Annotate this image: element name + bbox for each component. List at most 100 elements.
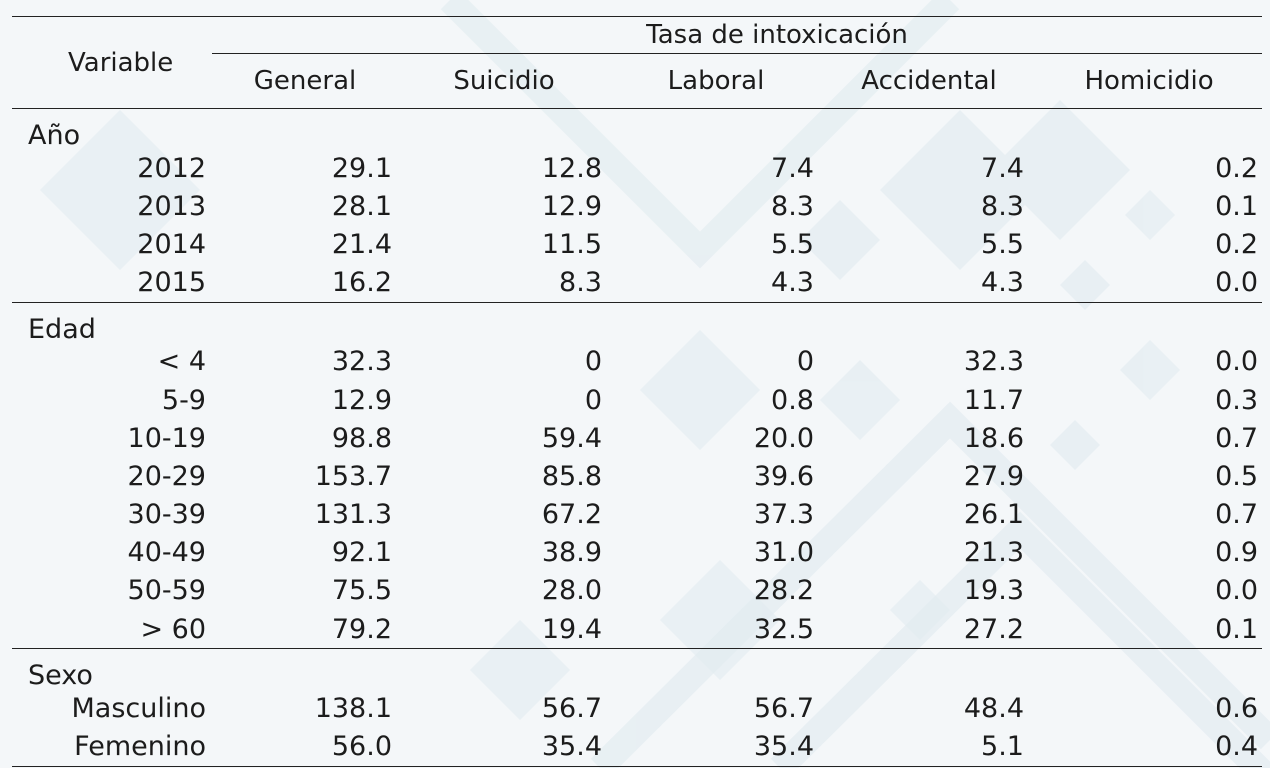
- cell-homicidio: 0.2: [1215, 228, 1259, 260]
- cell-general: 32.3: [331, 346, 392, 378]
- row-label: 2014: [137, 228, 206, 260]
- cell-homicidio: 0.0: [1215, 575, 1259, 607]
- cell-laboral: 31.0: [753, 537, 814, 569]
- row-label: 2012: [137, 152, 206, 184]
- cell-homicidio: 0.3: [1215, 384, 1259, 416]
- cell-general: 75.5: [331, 575, 392, 607]
- row-label: 10-19: [127, 422, 206, 454]
- cell-homicidio: 0.5: [1215, 460, 1259, 492]
- cell-general: 138.1: [314, 692, 392, 724]
- table-row: 40-49 92.1 38.9 31.0 21.3 0.9: [12, 534, 1262, 572]
- cell-general: 79.2: [212, 610, 398, 650]
- cell-general: 28.1: [331, 190, 392, 222]
- cell-laboral: 7.4: [771, 152, 814, 184]
- cell-laboral: 8.3: [771, 190, 814, 222]
- table-row: 50-59 75.5 28.0 28.2 19.3 0.0: [12, 572, 1262, 610]
- cell-suicidio: 19.4: [398, 610, 610, 650]
- row-label: 5-9: [161, 384, 206, 416]
- header-accidental: Accidental: [822, 53, 1036, 109]
- section-row: Sexo: [12, 649, 1262, 690]
- cell-suicidio: 12.8: [541, 152, 602, 184]
- cell-homicidio: 0.0: [1215, 346, 1259, 378]
- cell-accidental: 27.2: [822, 610, 1036, 650]
- row-label: 2013: [137, 190, 206, 222]
- section-label: Sexo: [28, 660, 93, 692]
- table-row: < 4 32.3 0 0 32.3 0.0: [12, 343, 1262, 381]
- cell-homicidio: 0.6: [1215, 692, 1259, 724]
- cell-laboral: 0.8: [771, 384, 814, 416]
- cell-accidental: 19.3: [963, 575, 1024, 607]
- header-variable: Variable: [12, 16, 212, 109]
- table-row: > 60 79.2 19.4 32.5 27.2 0.1: [12, 610, 1263, 650]
- header-suicidio: Suicidio: [398, 53, 610, 109]
- table-row: 2012 29.1 12.8 7.4 7.4 0.2: [12, 149, 1262, 187]
- cell-suicidio: 35.4: [398, 727, 610, 767]
- row-label: 50-59: [127, 575, 206, 607]
- header-group-title: Tasa de intoxicación: [212, 16, 1263, 55]
- cell-laboral: 20.0: [753, 422, 814, 454]
- cell-homicidio: 0.2: [1215, 152, 1259, 184]
- row-label: 2015: [12, 263, 212, 303]
- section-row: Año: [12, 109, 1262, 150]
- cell-suicidio: 67.2: [541, 499, 602, 531]
- cell-laboral: 4.3: [610, 263, 822, 303]
- intoxication-rates-table: Variable Tasa de intoxicación General Su…: [12, 16, 1263, 767]
- cell-homicidio: 0.1: [1036, 610, 1263, 650]
- section-label: Edad: [28, 313, 96, 345]
- cell-suicidio: 85.8: [541, 460, 602, 492]
- cell-laboral: 32.5: [610, 610, 822, 650]
- row-label: 30-39: [127, 499, 206, 531]
- cell-general: 153.7: [314, 460, 392, 492]
- row-label: > 60: [12, 610, 212, 650]
- cell-general: 12.9: [331, 384, 392, 416]
- cell-suicidio: 11.5: [541, 228, 602, 260]
- cell-laboral: 0: [796, 346, 814, 378]
- table-row: 2015 16.2 8.3 4.3 4.3 0.0: [12, 263, 1263, 303]
- cell-suicidio: 12.9: [541, 190, 602, 222]
- cell-general: 98.8: [331, 422, 392, 454]
- cell-homicidio: 0.0: [1036, 263, 1263, 303]
- table-row: 2013 28.1 12.9 8.3 8.3 0.1: [12, 187, 1262, 225]
- cell-laboral: 35.4: [610, 727, 822, 767]
- cell-laboral: 39.6: [753, 460, 814, 492]
- row-label: 20-29: [127, 460, 206, 492]
- cell-homicidio: 0.9: [1215, 537, 1259, 569]
- row-label: 40-49: [127, 537, 206, 569]
- table-row: Femenino 56.0 35.4 35.4 5.1 0.4: [12, 727, 1263, 767]
- cell-accidental: 18.6: [963, 422, 1024, 454]
- cell-suicidio: 8.3: [398, 263, 610, 303]
- table-row: 30-39 131.3 67.2 37.3 26.1 0.7: [12, 496, 1262, 534]
- cell-general: 16.2: [212, 263, 398, 303]
- table-row: 5-9 12.9 0 0.8 11.7 0.3: [12, 381, 1262, 419]
- cell-general: 92.1: [331, 537, 392, 569]
- header-general: General: [212, 53, 398, 109]
- table-row: Masculino 138.1 56.7 56.7 48.4 0.6: [12, 689, 1262, 727]
- cell-laboral: 28.2: [753, 575, 814, 607]
- section-label: Año: [28, 120, 81, 151]
- cell-laboral: 5.5: [771, 228, 814, 260]
- cell-suicidio: 28.0: [541, 575, 602, 607]
- table-row: 2014 21.4 11.5 5.5 5.5 0.2: [12, 225, 1262, 263]
- cell-accidental: 11.7: [963, 384, 1024, 416]
- rates-table-container: Variable Tasa de intoxicación General Su…: [12, 16, 1263, 767]
- header-laboral: Laboral: [610, 53, 822, 109]
- table-row: 20-29 153.7 85.8 39.6 27.9 0.5: [12, 457, 1262, 495]
- table-row: 10-19 98.8 59.4 20.0 18.6 0.7: [12, 419, 1262, 457]
- cell-suicidio: 56.7: [541, 692, 602, 724]
- row-label: Femenino: [12, 727, 212, 767]
- cell-homicidio: 0.7: [1215, 422, 1259, 454]
- cell-homicidio: 0.7: [1215, 499, 1259, 531]
- row-label: < 4: [157, 346, 206, 378]
- cell-suicidio: 0: [584, 384, 602, 416]
- cell-laboral: 56.7: [753, 692, 814, 724]
- cell-accidental: 8.3: [981, 190, 1024, 222]
- cell-laboral: 37.3: [753, 499, 814, 531]
- cell-accidental: 5.5: [981, 228, 1024, 260]
- cell-general: 21.4: [331, 228, 392, 260]
- cell-suicidio: 0: [584, 346, 602, 378]
- row-label: Masculino: [71, 692, 207, 724]
- cell-accidental: 26.1: [963, 499, 1024, 531]
- cell-accidental: 7.4: [981, 152, 1024, 184]
- cell-accidental: 48.4: [963, 692, 1024, 724]
- cell-general: 29.1: [331, 152, 392, 184]
